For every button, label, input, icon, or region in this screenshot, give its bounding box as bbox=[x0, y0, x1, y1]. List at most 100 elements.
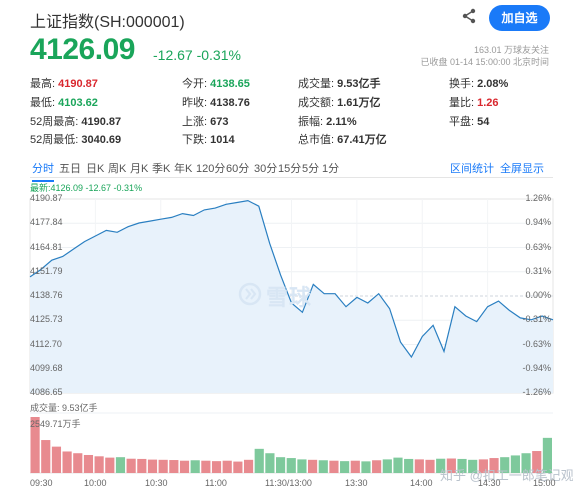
follow-button[interactable]: 加自选 bbox=[489, 5, 550, 31]
x-tick: 14:30 bbox=[478, 478, 501, 488]
volume-bar bbox=[233, 461, 243, 473]
volume-label: 成交量: 9.53亿手 bbox=[30, 403, 98, 413]
quote-item: 振幅: 2.11% bbox=[298, 113, 357, 129]
quote-value: 54 bbox=[474, 116, 490, 128]
price-change: -12.67 -0.31% bbox=[153, 47, 241, 63]
quote-label: 52周最低: bbox=[30, 134, 79, 146]
y-tick-right: -0.94% bbox=[522, 362, 551, 373]
volume-bar bbox=[532, 451, 542, 473]
quote-item: 下跌: 1014 bbox=[182, 131, 235, 147]
volume-bar bbox=[179, 460, 190, 473]
quote-value: 2.11% bbox=[323, 116, 357, 128]
footer-watermark: 知乎 @扣工一郎笔记观 bbox=[440, 468, 573, 483]
y-tick-right: -0.31% bbox=[522, 314, 551, 325]
volume-bar bbox=[211, 461, 222, 473]
chart-latest: 最新:4126.09 -12.67 -0.31% bbox=[30, 183, 143, 193]
tab-0[interactable]: 分时 bbox=[32, 160, 54, 182]
quote-value: 3040.69 bbox=[78, 134, 122, 146]
quote-value: 4103.62 bbox=[55, 97, 98, 109]
volume-bar bbox=[542, 437, 552, 473]
volume-bar bbox=[457, 458, 467, 473]
volume-bar bbox=[361, 461, 371, 473]
tab-right-0[interactable]: 区间统计 bbox=[450, 163, 494, 175]
volume-bar bbox=[254, 448, 264, 473]
quote-label: 52周最高: bbox=[30, 116, 79, 128]
quote-label: 总市值: bbox=[298, 134, 335, 146]
current-price: 4126.09 bbox=[30, 33, 135, 66]
volume-bar bbox=[414, 459, 424, 473]
y-tick-right: 0.31% bbox=[525, 265, 551, 276]
volume-bar bbox=[201, 460, 211, 473]
y-tick-left: 4086.65 bbox=[30, 387, 63, 397]
quote-item: 今开: 4138.65 bbox=[182, 75, 250, 91]
volume-bar bbox=[30, 417, 40, 473]
volume-bar bbox=[105, 457, 115, 473]
x-tick: 15:00 bbox=[533, 478, 556, 488]
volume-bar bbox=[41, 440, 51, 473]
quote-label: 今开: bbox=[182, 78, 208, 90]
volume-bar bbox=[372, 460, 382, 473]
quote-item: 52周最低: 3040.69 bbox=[30, 131, 121, 147]
volume-bar bbox=[73, 453, 83, 473]
y-tick-left: 4151.79 bbox=[30, 265, 63, 276]
quote-item: 量比: 1.26 bbox=[449, 94, 499, 110]
quote-label: 最高: bbox=[30, 78, 56, 90]
y-tick-left: 4164.81 bbox=[30, 241, 63, 252]
tab-right-1[interactable]: 全屏显示 bbox=[500, 163, 544, 175]
tab-11[interactable]: 5分 bbox=[302, 163, 320, 175]
quote-value: 4190.87 bbox=[55, 78, 98, 90]
tab-3[interactable]: 周K bbox=[108, 163, 127, 175]
tab-2[interactable]: 日K bbox=[86, 163, 105, 175]
volume-bar bbox=[286, 458, 296, 473]
tab-10[interactable]: 15分 bbox=[278, 163, 302, 175]
y-tick-right: 1.26% bbox=[525, 193, 551, 203]
tab-1[interactable]: 五日 bbox=[59, 163, 81, 175]
quote-item: 最低: 4103.62 bbox=[30, 94, 98, 110]
quote-label: 换手: bbox=[449, 78, 475, 90]
quote-value: 67.41万亿 bbox=[334, 134, 387, 146]
y-tick-left: 4138.76 bbox=[30, 290, 63, 300]
volume-bar bbox=[489, 458, 499, 473]
volume-max: 2549.71万手 bbox=[30, 419, 81, 429]
x-tick: 09:30 bbox=[30, 478, 53, 488]
quote-label: 最低: bbox=[30, 97, 56, 109]
volume-bar bbox=[436, 458, 446, 473]
followers-count: 163.01 万球友关注 bbox=[473, 45, 549, 55]
volume-bar bbox=[51, 446, 62, 473]
tab-4[interactable]: 月K bbox=[130, 163, 149, 175]
tab-8[interactable]: 60分 bbox=[226, 163, 250, 175]
volume-bar bbox=[137, 458, 147, 473]
tab-5[interactable]: 季K bbox=[152, 163, 171, 175]
quote-value: 1.26 bbox=[474, 97, 499, 109]
market-status: 已收盘 01-14 15:00:00 北京时间 bbox=[420, 57, 549, 67]
x-tick: 14:00 bbox=[410, 478, 433, 488]
page-title: 上证指数(SH:000001) bbox=[30, 14, 185, 31]
quote-item: 平盘: 54 bbox=[449, 113, 489, 129]
tab-7[interactable]: 120分 bbox=[196, 163, 226, 175]
volume-bar bbox=[478, 459, 488, 473]
quote-item: 上涨: 673 bbox=[182, 113, 228, 129]
x-tick: 11:30/13:00 bbox=[265, 478, 312, 488]
x-tick: 13:30 bbox=[345, 478, 368, 488]
volume-bar bbox=[500, 457, 510, 473]
share-icon[interactable] bbox=[461, 8, 477, 24]
volume-bar bbox=[265, 453, 275, 473]
volume-bar bbox=[94, 456, 104, 473]
quote-label: 成交额: bbox=[298, 97, 335, 109]
volume-bar bbox=[393, 457, 403, 473]
tab-12[interactable]: 1分 bbox=[322, 163, 340, 175]
quote-item: 昨收: 4138.76 bbox=[182, 94, 250, 110]
y-tick-left: 4099.68 bbox=[30, 362, 63, 373]
x-tick: 10:30 bbox=[145, 478, 168, 488]
tab-6[interactable]: 年K bbox=[174, 163, 193, 175]
volume-bar bbox=[297, 459, 307, 473]
tab-9[interactable]: 30分 bbox=[254, 163, 278, 175]
volume-bar bbox=[158, 459, 168, 473]
x-tick: 10:00 bbox=[84, 478, 107, 488]
volume-bar bbox=[169, 460, 179, 473]
quote-item: 成交额: 1.61万亿 bbox=[298, 94, 381, 110]
y-tick-left: 4125.73 bbox=[30, 314, 63, 325]
volume-bar bbox=[147, 459, 158, 473]
price-area bbox=[30, 200, 553, 393]
volume-bar bbox=[521, 453, 531, 473]
